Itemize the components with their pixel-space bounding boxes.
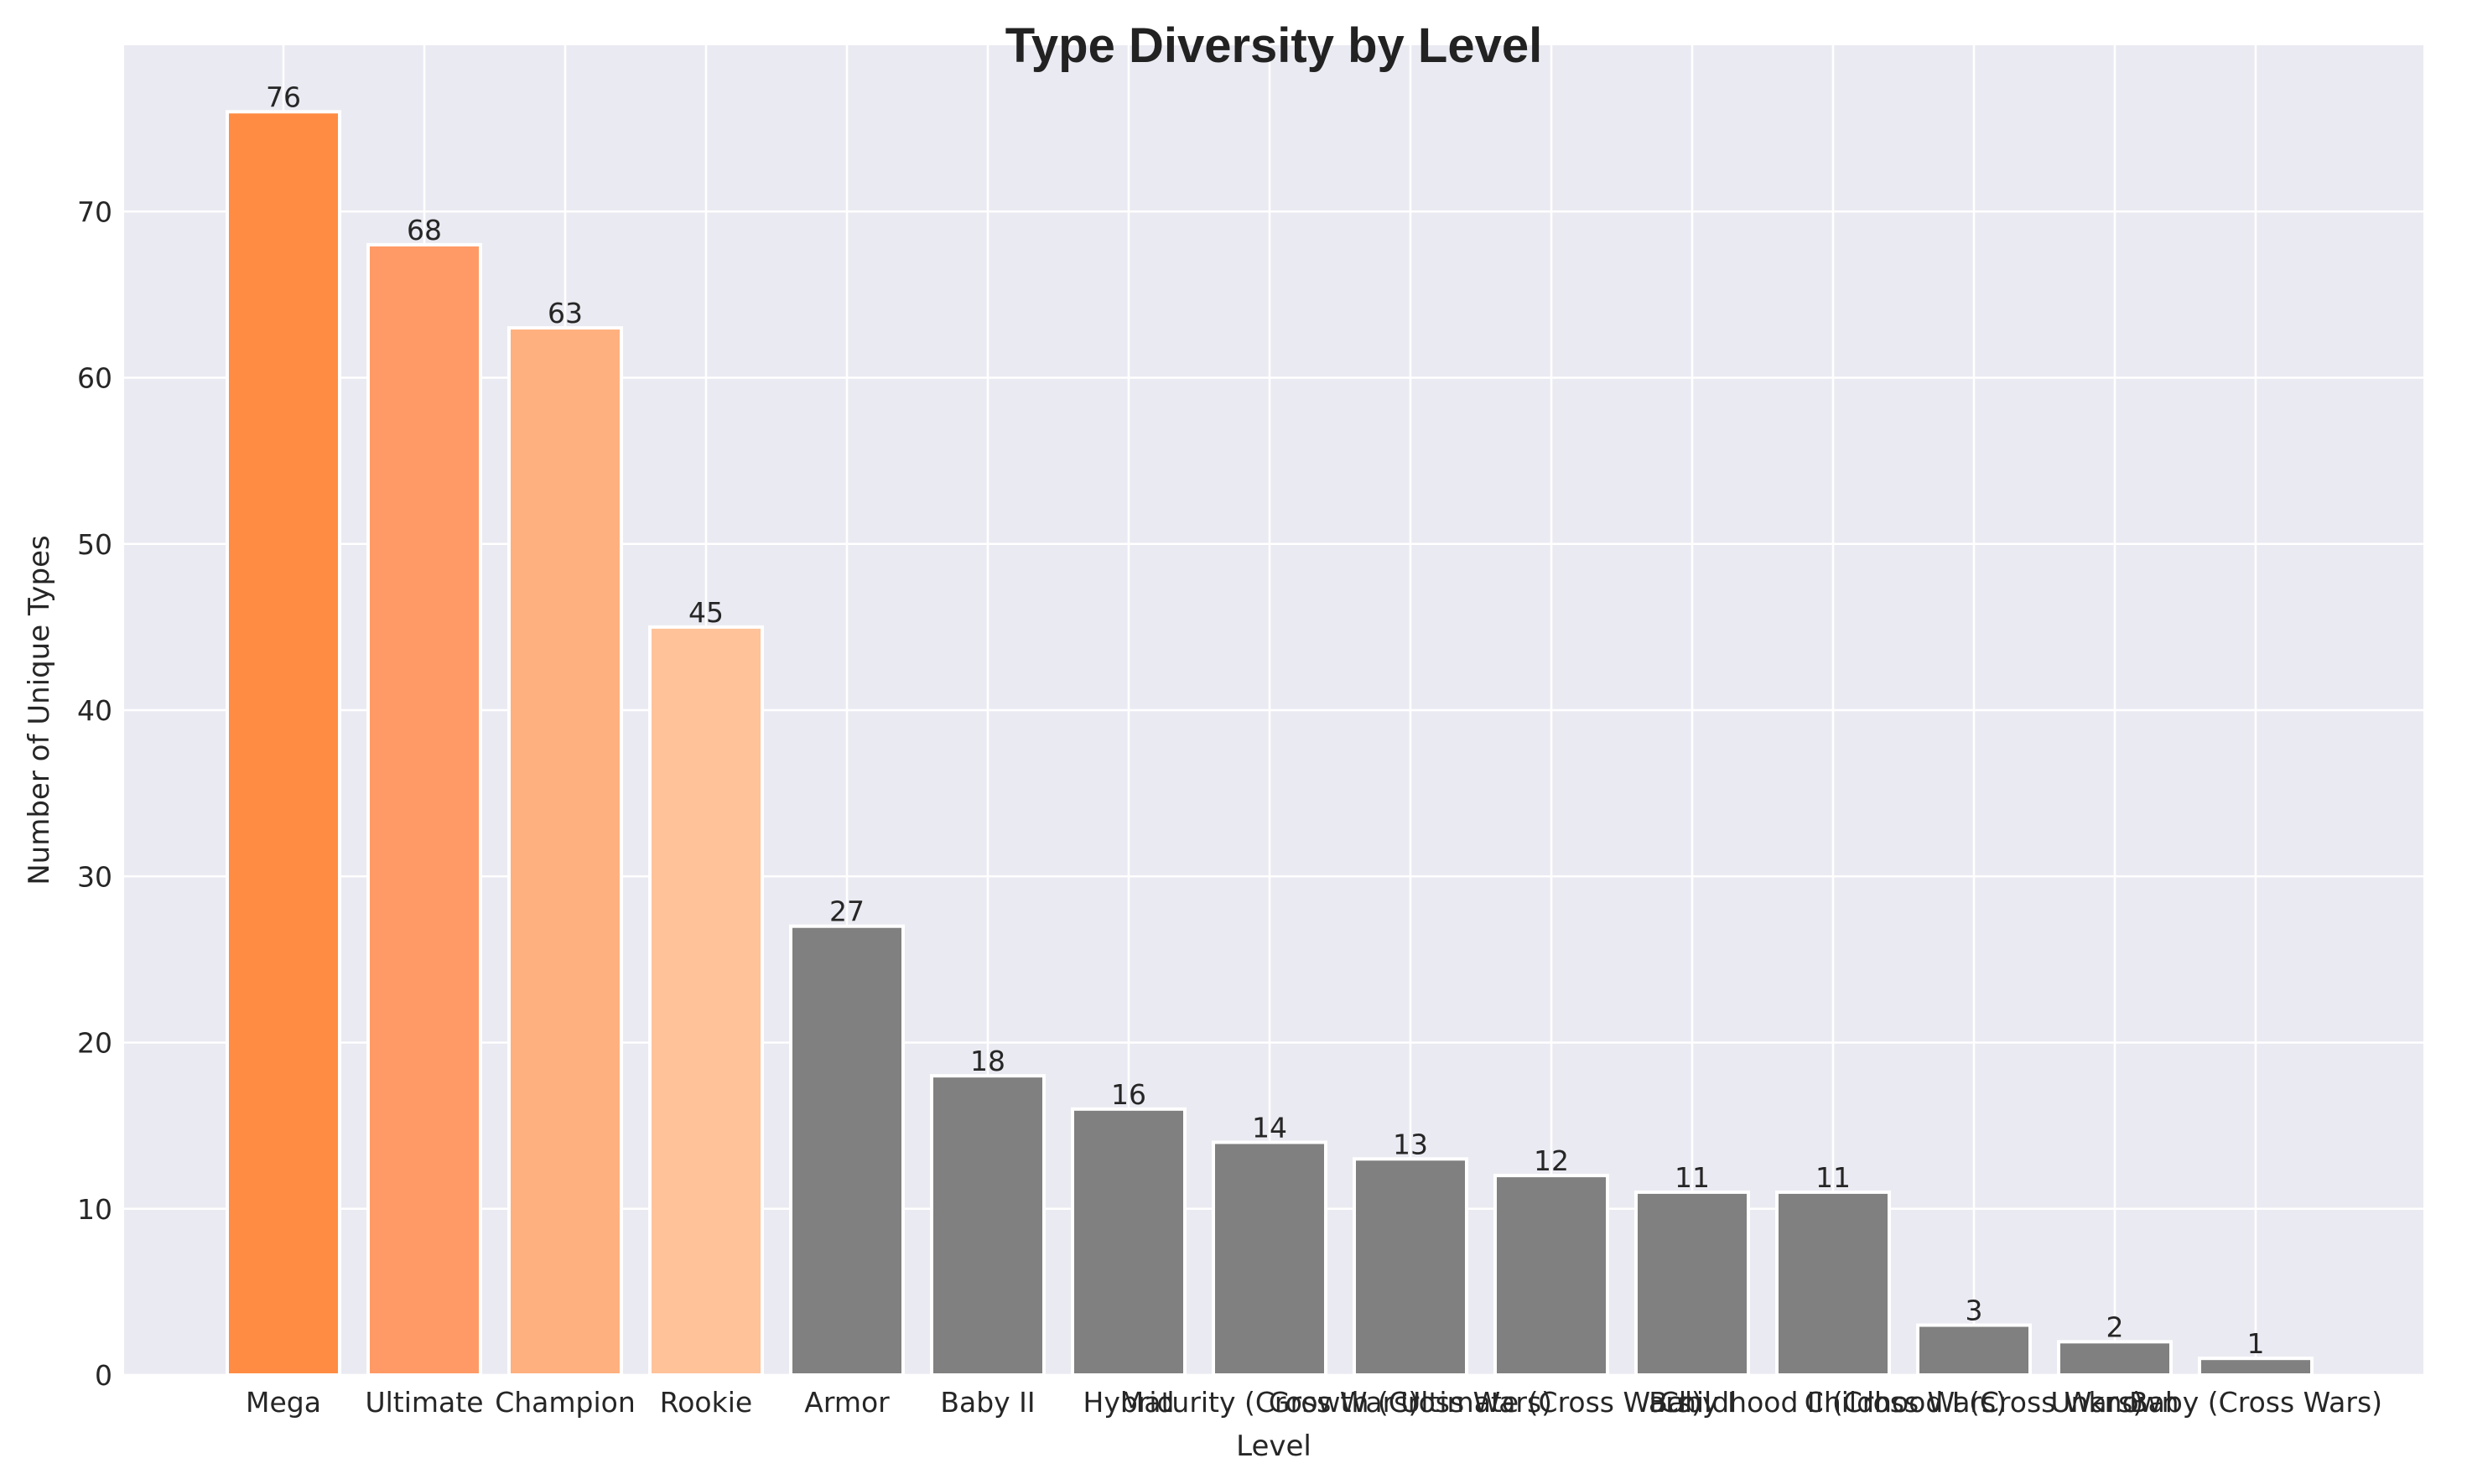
- y-tick-label-3: 30: [77, 860, 112, 893]
- bar-6: [1071, 1107, 1187, 1378]
- data-label-1: 68: [407, 214, 442, 246]
- bar-2: [507, 326, 623, 1377]
- data-label-4: 27: [829, 895, 865, 928]
- bar-14: [2198, 1357, 2314, 1378]
- y-axis-ticks: 0 10 20 30 40 50 60 70: [77, 195, 112, 1392]
- y-tick-label-0: 0: [95, 1359, 112, 1392]
- data-label-14: 1: [2247, 1327, 2265, 1360]
- x-tick-label-11: Childhood II (Cross Wars): [1659, 1386, 2007, 1419]
- bar-11: [1775, 1190, 1891, 1378]
- data-label-10: 11: [1675, 1161, 1710, 1194]
- data-label-9: 12: [1534, 1144, 1569, 1177]
- x-tick-label-3: Rookie: [660, 1386, 752, 1419]
- bar-12: [1916, 1323, 2032, 1378]
- bar-1: [366, 242, 482, 1377]
- y-tick-label-5: 50: [77, 528, 112, 561]
- data-label-8: 13: [1393, 1128, 1428, 1160]
- data-label-2: 63: [548, 297, 583, 329]
- x-tick-label-0: Mega: [246, 1386, 321, 1419]
- y-tick-label-1: 10: [77, 1193, 112, 1226]
- bar-3: [648, 625, 764, 1377]
- x-tick-label-2: Champion: [495, 1386, 636, 1419]
- chart-title: Type Diversity by Level: [1005, 18, 1542, 73]
- bar-8: [1353, 1157, 1468, 1378]
- data-label-5: 18: [970, 1045, 1005, 1077]
- data-label-12: 3: [1966, 1295, 1983, 1327]
- x-axis-ticks: Mega Ultimate Champion Rookie Armor Baby II Hy…: [246, 1386, 2382, 1419]
- data-labels: 76 68 63 45 27 18 16 14 13 12 11 11 3 2 1: [266, 80, 2265, 1360]
- y-tick-label-4: 40: [77, 694, 112, 727]
- bar-4: [789, 924, 905, 1377]
- y-axis-label: Number of Unique Types: [23, 535, 56, 885]
- x-tick-label-7: Maturity (Cross Wars): [1120, 1386, 1419, 1419]
- data-label-6: 16: [1111, 1078, 1146, 1111]
- x-tick-label-6: Hybrid: [1083, 1386, 1175, 1419]
- data-label-0: 76: [266, 80, 301, 113]
- x-tick-label-10: Baby I: [1649, 1386, 1736, 1419]
- bar-7: [1212, 1140, 1327, 1377]
- data-label-11: 11: [1815, 1161, 1851, 1194]
- x-tick-label-8: Growth (Cross Wars): [1269, 1386, 1552, 1419]
- bar-9: [1493, 1174, 1609, 1377]
- data-label-7: 14: [1252, 1111, 1287, 1144]
- y-tick-label-2: 20: [77, 1027, 112, 1060]
- data-label-3: 45: [688, 596, 724, 629]
- x-tick-label-9: Ultimate (Cross Wars): [1400, 1386, 1702, 1419]
- data-label-13: 2: [2106, 1310, 2124, 1343]
- bar-10: [1634, 1190, 1750, 1378]
- x-tick-label-12: Childhood I (Cross Wars): [1805, 1386, 2143, 1419]
- bars: [226, 110, 2314, 1378]
- x-tick-label-13: Unknown: [2050, 1386, 2179, 1419]
- x-tick-label-1: Ultimate: [365, 1386, 483, 1419]
- x-tick-label-5: Baby II: [940, 1386, 1035, 1419]
- x-tick-label-4: Armor: [804, 1386, 890, 1419]
- bar-0: [226, 110, 341, 1377]
- bar-5: [930, 1074, 1046, 1378]
- y-tick-label-6: 60: [77, 362, 112, 395]
- x-tick-label-14: Baby (Cross Wars): [2129, 1386, 2382, 1419]
- x-axis-label: Level: [1236, 1430, 1311, 1463]
- y-tick-label-7: 70: [77, 195, 112, 228]
- bar-13: [2057, 1340, 2173, 1377]
